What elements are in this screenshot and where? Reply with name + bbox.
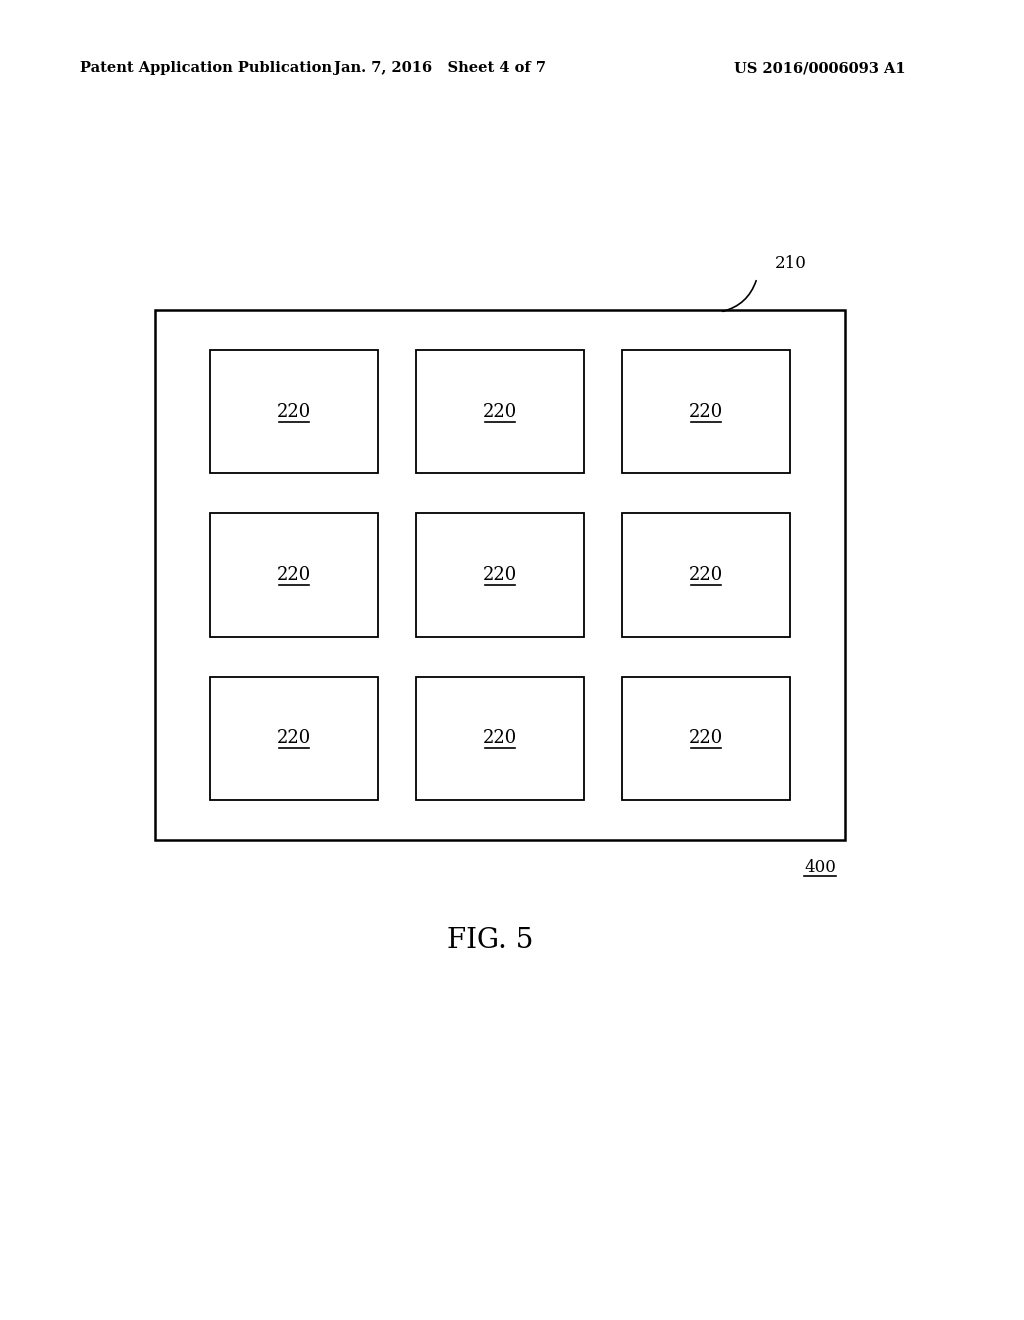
Bar <box>210 350 378 474</box>
Bar <box>210 513 378 636</box>
Text: 220: 220 <box>689 566 723 583</box>
Bar <box>416 350 584 474</box>
Bar <box>210 677 378 800</box>
Text: Patent Application Publication: Patent Application Publication <box>80 61 332 75</box>
Text: 220: 220 <box>276 403 311 421</box>
Text: 220: 220 <box>276 566 311 583</box>
Text: FIG. 5: FIG. 5 <box>446 927 534 953</box>
Text: Jan. 7, 2016   Sheet 4 of 7: Jan. 7, 2016 Sheet 4 of 7 <box>334 61 546 75</box>
Text: 220: 220 <box>483 730 517 747</box>
Bar <box>622 350 790 474</box>
Bar <box>622 677 790 800</box>
Text: 210: 210 <box>775 255 807 272</box>
Text: 400: 400 <box>804 859 836 876</box>
Bar <box>622 513 790 636</box>
Text: 220: 220 <box>483 403 517 421</box>
Bar <box>416 513 584 636</box>
Text: US 2016/0006093 A1: US 2016/0006093 A1 <box>734 61 906 75</box>
Bar <box>155 310 845 840</box>
Text: 220: 220 <box>483 566 517 583</box>
Bar <box>416 677 584 800</box>
Text: 220: 220 <box>689 403 723 421</box>
Text: 220: 220 <box>689 730 723 747</box>
Text: 220: 220 <box>276 730 311 747</box>
